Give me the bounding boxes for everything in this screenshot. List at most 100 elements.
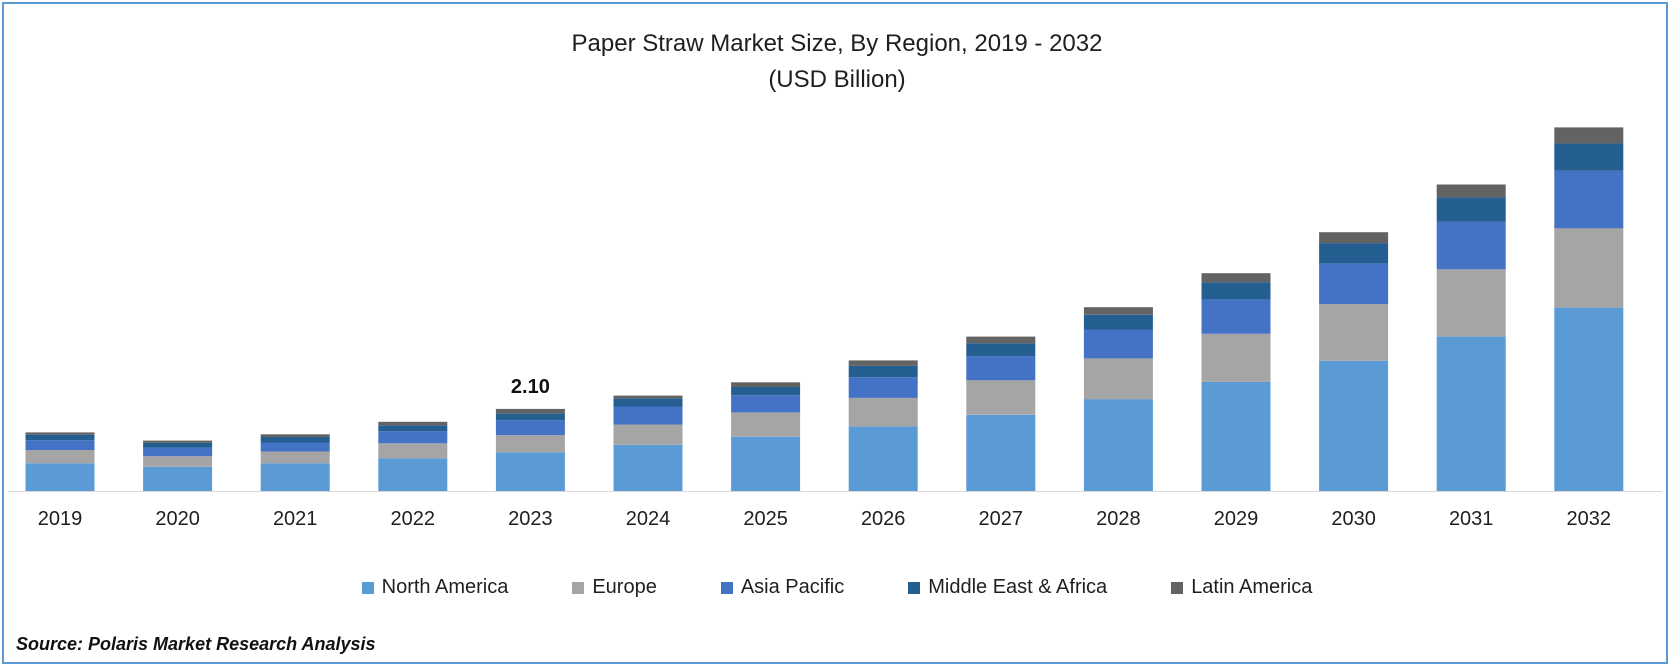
bar-segment-2032-latin-america bbox=[1554, 127, 1624, 144]
bar-segment-2028-europe bbox=[1083, 358, 1153, 400]
legend-swatch bbox=[361, 581, 374, 594]
bar-segment-2022-europe bbox=[378, 443, 448, 459]
legend-swatch bbox=[1171, 581, 1184, 594]
x-tick-label-2032: 2032 bbox=[1567, 508, 1612, 530]
bar-segment-2032-asia-pacific bbox=[1554, 170, 1624, 229]
x-tick-label-2030: 2030 bbox=[1331, 508, 1376, 530]
x-tick-label-2031: 2031 bbox=[1449, 508, 1494, 530]
bar-segment-2022-middle-east-africa bbox=[378, 425, 448, 432]
bar-segment-2027-middle-east-africa bbox=[966, 343, 1036, 357]
bar-segment-2019-middle-east-africa bbox=[25, 434, 95, 441]
bar-segment-2027-europe bbox=[966, 380, 1036, 415]
bar-segment-2030-middle-east-africa bbox=[1319, 243, 1389, 264]
bar-segment-2023-europe bbox=[495, 435, 565, 453]
bar-segment-2028-north-america bbox=[1083, 399, 1153, 491]
legend-swatch bbox=[720, 581, 733, 594]
bar-segment-2029-north-america bbox=[1201, 381, 1271, 491]
bar-segment-2030-latin-america bbox=[1319, 232, 1389, 244]
bar-segment-2019-asia-pacific bbox=[25, 440, 95, 450]
x-tick-label-2025: 2025 bbox=[743, 508, 788, 530]
chart-title: Paper Straw Market Size, By Region, 2019… bbox=[571, 30, 1103, 57]
source-note: Source: Polaris Market Research Analysis bbox=[16, 634, 376, 654]
bar-segment-2024-asia-pacific bbox=[613, 406, 683, 425]
bar-segment-2024-latin-america bbox=[613, 395, 683, 399]
bar-segment-2024-north-america bbox=[613, 444, 683, 491]
bar-segment-2024-europe bbox=[613, 424, 683, 445]
legend-label: Europe bbox=[592, 576, 657, 598]
bar-segment-2022-latin-america bbox=[378, 421, 448, 426]
bar-segment-2026-middle-east-africa bbox=[848, 365, 918, 378]
legend-item-north-america: North America bbox=[361, 576, 508, 599]
legend-label: Middle East & Africa bbox=[928, 576, 1108, 598]
bar-segment-2020-europe bbox=[143, 456, 213, 467]
bar-segment-2025-europe bbox=[731, 412, 801, 437]
legend-swatch bbox=[908, 581, 921, 594]
bar-segment-2027-asia-pacific bbox=[966, 356, 1036, 381]
bar-segment-2030-north-america bbox=[1319, 360, 1389, 491]
bar-segment-2030-europe bbox=[1319, 304, 1389, 361]
x-tick-label-2026: 2026 bbox=[861, 508, 906, 530]
bar-segment-2025-asia-pacific bbox=[731, 395, 801, 413]
x-tick-label-2024: 2024 bbox=[626, 508, 671, 530]
bar-segment-2023-middle-east-africa bbox=[495, 413, 565, 421]
x-tick-label-2027: 2027 bbox=[979, 508, 1024, 530]
bar-segment-2019-europe bbox=[25, 449, 95, 464]
bar-segment-2032-europe bbox=[1554, 228, 1624, 308]
x-tick-label-2028: 2028 bbox=[1096, 508, 1141, 530]
bar-segment-2026-europe bbox=[848, 397, 918, 427]
bar-segment-2021-north-america bbox=[260, 463, 330, 491]
bar-segment-2020-north-america bbox=[143, 466, 213, 491]
bar-segment-2029-middle-east-africa bbox=[1201, 282, 1271, 300]
legend-item-asia-pacific: Asia Pacific bbox=[720, 576, 845, 599]
legend-label: Asia Pacific bbox=[740, 576, 845, 598]
bar-segment-2026-north-america bbox=[848, 426, 918, 491]
bar-segment-2022-asia-pacific bbox=[378, 431, 448, 444]
bar-segment-2023-latin-america bbox=[495, 408, 565, 414]
bar-segment-2029-latin-america bbox=[1201, 273, 1271, 283]
bar-segment-2029-europe bbox=[1201, 333, 1271, 382]
bar-segment-2032-middle-east-africa bbox=[1554, 143, 1624, 171]
bar-segment-2031-latin-america bbox=[1436, 184, 1506, 198]
bar-segment-2022-north-america bbox=[378, 458, 448, 491]
x-tick-label-2021: 2021 bbox=[273, 508, 318, 530]
bar-segment-2020-asia-pacific bbox=[143, 447, 213, 457]
chart-subtitle: (USD Billion) bbox=[768, 66, 906, 93]
x-tick-label-2022: 2022 bbox=[391, 508, 436, 530]
bar-segment-2023-asia-pacific bbox=[495, 420, 565, 436]
bar-segment-2028-asia-pacific bbox=[1083, 329, 1153, 359]
bar-segment-2031-north-america bbox=[1436, 336, 1506, 491]
bar-segment-2021-asia-pacific bbox=[260, 442, 330, 452]
bar-segment-2031-middle-east-africa bbox=[1436, 197, 1506, 222]
bar-segment-2019-latin-america bbox=[25, 432, 95, 435]
bar-segment-2025-north-america bbox=[731, 436, 801, 491]
x-tick-label-2023: 2023 bbox=[508, 508, 553, 530]
bar-segment-2021-europe bbox=[260, 451, 330, 464]
bar-segment-2031-europe bbox=[1436, 269, 1506, 337]
bar-segment-2027-north-america bbox=[966, 414, 1036, 491]
legend-label: Latin America bbox=[1191, 576, 1313, 598]
bar-segment-2021-latin-america bbox=[260, 434, 330, 437]
data-label-2023: 2.10 bbox=[511, 376, 550, 398]
bar-segment-2028-latin-america bbox=[1083, 307, 1153, 315]
x-tick-label-2020: 2020 bbox=[155, 508, 200, 530]
legend-swatch bbox=[572, 581, 585, 594]
bar-segment-2025-middle-east-africa bbox=[731, 387, 801, 396]
x-tick-label-2029: 2029 bbox=[1214, 508, 1259, 530]
legend-item-europe: Europe bbox=[572, 576, 657, 599]
bar-segment-2020-latin-america bbox=[143, 440, 213, 443]
bar-segment-2026-asia-pacific bbox=[848, 377, 918, 398]
bar-segment-2032-north-america bbox=[1554, 307, 1624, 491]
legend-item-middle-east-africa: Middle East & Africa bbox=[908, 576, 1107, 599]
bar-segment-2030-asia-pacific bbox=[1319, 263, 1389, 305]
legend-item-latin-america: Latin America bbox=[1171, 576, 1312, 599]
bar-segment-2029-asia-pacific bbox=[1201, 299, 1271, 334]
bar-segment-2026-latin-america bbox=[848, 360, 918, 366]
bar-segment-2025-latin-america bbox=[731, 382, 801, 387]
x-tick-label-2019: 2019 bbox=[38, 508, 83, 530]
bar-segment-2024-middle-east-africa bbox=[613, 398, 683, 407]
bar-segment-2019-north-america bbox=[25, 463, 95, 491]
bar-segment-2023-north-america bbox=[495, 452, 565, 491]
chart-legend: North America Europe Asia Pacific Middle Ea… bbox=[0, 576, 1674, 599]
